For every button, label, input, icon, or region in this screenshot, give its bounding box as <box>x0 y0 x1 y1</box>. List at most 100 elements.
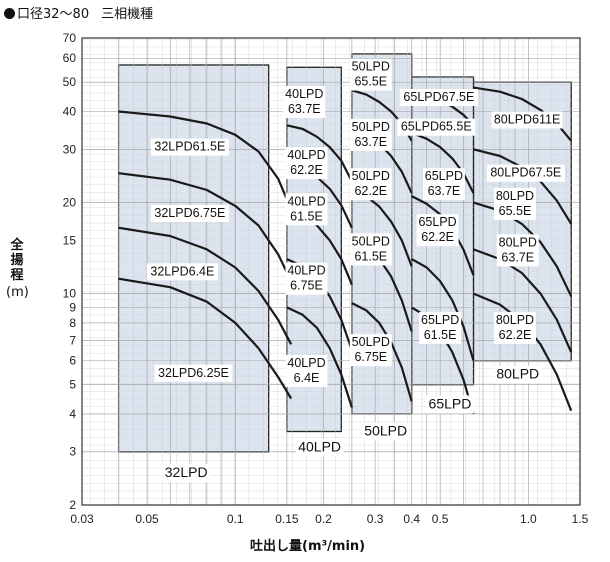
model-label: 61.5E <box>424 328 457 342</box>
model-label-bg <box>422 168 465 201</box>
model-label: 32LPD6.75E <box>154 206 225 220</box>
family-label-bg <box>425 395 474 414</box>
y-tick-label: 6 <box>69 354 76 368</box>
x-tick-label: 0.05 <box>135 512 159 526</box>
model-label: 65.5E <box>499 204 532 218</box>
model-label: 80LPD <box>496 189 534 203</box>
model-label-bg <box>491 111 563 129</box>
model-label-bg <box>496 234 539 267</box>
y-tick-label: 7 <box>69 333 76 347</box>
y-axis-unit: (m) <box>6 285 29 300</box>
model-label: 40LPD <box>285 87 323 101</box>
model-label-bg <box>416 214 459 247</box>
model-label: 40LPD <box>287 264 325 278</box>
model-label: 80LPD67.5E <box>490 166 561 180</box>
y-tick-label: 30 <box>63 142 77 156</box>
model-label: 50LPD <box>352 335 390 349</box>
y-tick-label: 5 <box>69 378 76 392</box>
x-tick-label: 0.03 <box>70 512 94 526</box>
model-label: 32LPD6.25E <box>158 366 229 380</box>
model-label-bg <box>493 187 536 220</box>
model-labels: 32LPD61.5E32LPD6.75E32LPD6.4E32LPD6.25E3… <box>146 58 565 483</box>
chart-axes: 0.03 0.05 0.1 0.15 0.2 0.3 0.4 0.5 1.0 1.5 2 3 4 5 6 7 8… <box>63 31 589 526</box>
x-tick-label: 0.1 <box>227 512 244 526</box>
model-label: 65LPD67.5E <box>403 90 474 104</box>
plot-frame <box>81 37 581 506</box>
y-axis-label: 全 揚 程 (m) <box>6 238 29 300</box>
x-tick-label: 0.15 <box>275 512 299 526</box>
family-label: 80LPD <box>496 366 539 382</box>
model-label: 40LPD <box>287 356 325 370</box>
model-label: 65LPD65.5E <box>401 120 472 134</box>
model-label-bg <box>285 262 328 295</box>
model-label-bg <box>349 233 392 266</box>
model-label-bg <box>154 364 233 382</box>
family-regions <box>117 53 572 453</box>
family-region <box>117 64 270 453</box>
model-label: 6.75E <box>290 279 323 293</box>
family-label: 65LPD <box>429 395 472 411</box>
model-label-bg <box>285 354 328 387</box>
y-tick-label: 2 <box>69 498 76 512</box>
model-label: 32LPD61.5E <box>154 140 225 154</box>
family-label: 50LPD <box>364 422 407 438</box>
model-label: 32LPD6.4E <box>150 264 214 278</box>
model-label: 62.2E <box>499 328 532 342</box>
family-label-bg <box>361 422 410 441</box>
model-label: 65.5E <box>354 75 387 89</box>
model-label: 65LPD <box>418 215 456 229</box>
performance-curve <box>118 277 293 400</box>
y-tick-label: 20 <box>63 196 77 210</box>
model-label: 50LPD <box>352 234 390 248</box>
model-label-bg <box>349 58 392 91</box>
y-axis-label-char: 全 <box>10 238 24 253</box>
performance-curve <box>411 131 475 194</box>
model-label-bg <box>486 164 565 182</box>
model-label-bg <box>349 168 392 201</box>
model-label: 50LPD <box>352 169 390 183</box>
x-tick-label: 1.0 <box>520 512 537 526</box>
model-label-bg <box>150 138 229 156</box>
family-label: 40LPD <box>298 438 341 454</box>
y-tick-label: 9 <box>69 300 76 314</box>
model-label-bg <box>349 334 392 367</box>
family-label-bg <box>493 365 542 384</box>
performance-curve <box>118 110 293 210</box>
model-label: 61.5E <box>354 249 387 263</box>
model-label: 63.7E <box>354 135 387 149</box>
model-label-bg <box>146 263 218 281</box>
performance-curve <box>473 248 573 353</box>
model-label: 65LPD <box>425 169 463 183</box>
bullet-icon <box>4 8 15 19</box>
model-label-bg <box>150 205 229 223</box>
model-label-bg <box>349 118 392 151</box>
y-tick-label: 4 <box>69 407 76 421</box>
model-label: 80LPD <box>496 313 534 327</box>
model-label: 63.7E <box>501 250 534 264</box>
y-tick-label: 70 <box>63 31 77 45</box>
model-label: 62.2E <box>421 230 454 244</box>
x-tick-label: 1.5 <box>572 512 589 526</box>
model-label: 50LPD <box>352 120 390 134</box>
model-label: 62.2E <box>290 163 323 177</box>
model-label-bg <box>285 193 328 226</box>
y-tick-label: 40 <box>63 105 77 119</box>
model-label-bg <box>419 311 462 344</box>
family-label-bg <box>162 464 211 483</box>
model-label: 50LPD <box>352 60 390 74</box>
y-tick-label: 15 <box>63 233 77 247</box>
model-label-bg <box>493 311 536 344</box>
performance-curve <box>411 258 475 362</box>
model-label: 62.2E <box>354 184 387 198</box>
performance-curve <box>351 302 413 402</box>
y-tick-label: 60 <box>63 51 77 65</box>
model-label: 63.7E <box>288 102 321 116</box>
x-tick-label: 0.5 <box>432 512 449 526</box>
model-label: 6.4E <box>294 371 320 385</box>
model-label: 40LPD <box>287 148 325 162</box>
performance-curve <box>286 306 353 408</box>
model-label: 61.5E <box>290 209 323 223</box>
performance-curve <box>286 124 353 182</box>
x-tick-label: 0.4 <box>403 512 420 526</box>
